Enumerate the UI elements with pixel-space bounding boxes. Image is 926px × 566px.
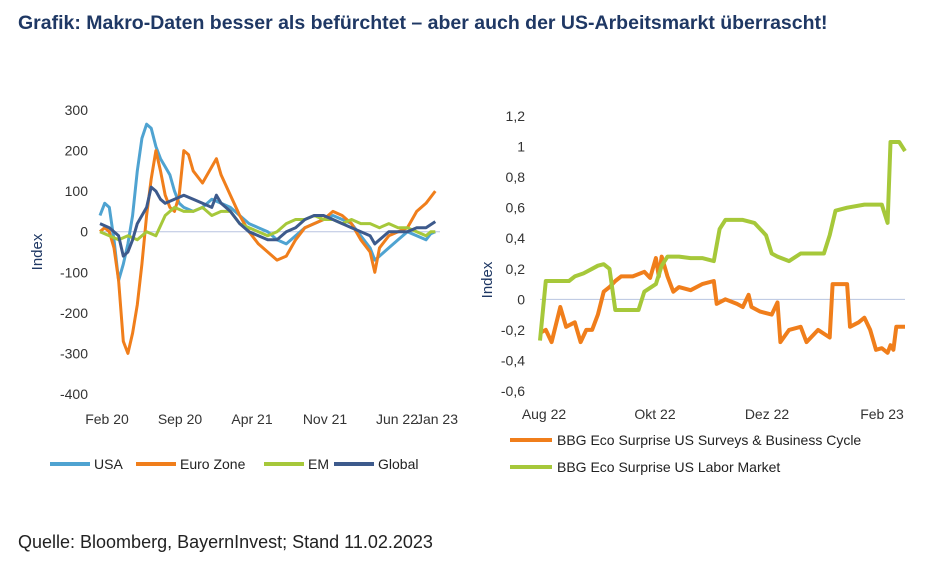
x-tick-label-right-2: Dez 22 [745,406,790,422]
y-tick-label-left-4: -100 [60,264,88,280]
legend-label-left-2: EM [308,456,329,472]
y-tick-label-left-0: 300 [65,102,89,118]
legend-label-left-1: Euro Zone [180,456,246,472]
legend-label-right-0: BBG Eco Surprise US Surveys & Business C… [557,432,861,448]
source-note: Quelle: Bloomberg, BayernInvest; Stand 1… [18,532,433,552]
chart-eco-surprise: 1,2 1 0,8 0,6 0,4 0,2 0 -0,2 -0,4 -0,6 Aug 22 Okt … [479,108,907,475]
x-tick-label-right-1: Okt 22 [634,406,675,422]
x-tick-label-right-3: Feb 23 [860,406,904,422]
legend-left: USA Euro Zone EM Global [50,456,418,472]
y-tick-label-right-9: -0,6 [501,383,525,399]
y-tick-label-right-0: 1,2 [506,108,526,124]
y-tick-label-right-1: 1 [517,139,525,155]
y-tick-label-right-7: -0,2 [501,322,525,338]
lines-right [538,140,907,355]
y-tick-label-right-5: 0,2 [506,261,526,277]
y-tick-label-right-3: 0,6 [506,200,526,216]
legend-label-left-0: USA [94,456,123,472]
x-tick-label-left-1: Sep 20 [158,411,203,427]
legend-label-left-3: Global [378,456,418,472]
y-tick-label-left-1: 200 [65,143,89,159]
legend-right: BBG Eco Surprise US Surveys & Business C… [510,432,861,475]
x-tick-label-left-2: Apr 21 [231,411,272,427]
y-tick-label-left-6: -300 [60,345,88,361]
y-tick-label-left-3: 0 [80,224,88,240]
y-tick-label-left-2: 100 [65,183,89,199]
lines-left [98,122,437,355]
y-axis-right: 1,2 1 0,8 0,6 0,4 0,2 0 -0,2 -0,4 -0,6 [501,108,905,399]
series-line-em [99,205,436,242]
x-tick-label-left-3: Nov 21 [303,411,348,427]
y-tick-label-right-2: 0,8 [506,169,526,185]
chart-makro-index: 300 200 100 0 -100 -200 -300 -400 Feb 20 Sep 20 A… [29,102,458,472]
y-axis-label-right: Index [479,261,496,298]
x-tick-label-left-4: Jun 22 [376,411,418,427]
page-title: Grafik: Makro-Daten besser als befürchte… [18,12,828,34]
x-tick-label-left-5: Jan 23 [416,411,458,427]
y-tick-label-left-5: -200 [60,305,88,321]
legend-label-right-1: BBG Eco Surprise US Labor Market [557,459,780,475]
series-line-global [99,185,437,258]
series-line-right-0 [539,254,905,355]
x-tick-label-left-0: Feb 20 [85,411,129,427]
y-tick-label-right-6: 0 [517,291,525,307]
y-tick-label-right-4: 0,4 [506,230,526,246]
series-line-usa [98,122,436,282]
series-line-euro-zone [99,149,437,355]
y-tick-label-left-7: -400 [60,386,88,402]
x-tick-label-right-0: Aug 22 [522,406,567,422]
y-axis-label-left: Index [29,233,46,270]
x-axis-right: Aug 22 Okt 22 Dez 22 Feb 23 [522,406,904,422]
y-tick-label-right-8: -0,4 [501,352,525,368]
series-line-right-1 [538,140,907,341]
